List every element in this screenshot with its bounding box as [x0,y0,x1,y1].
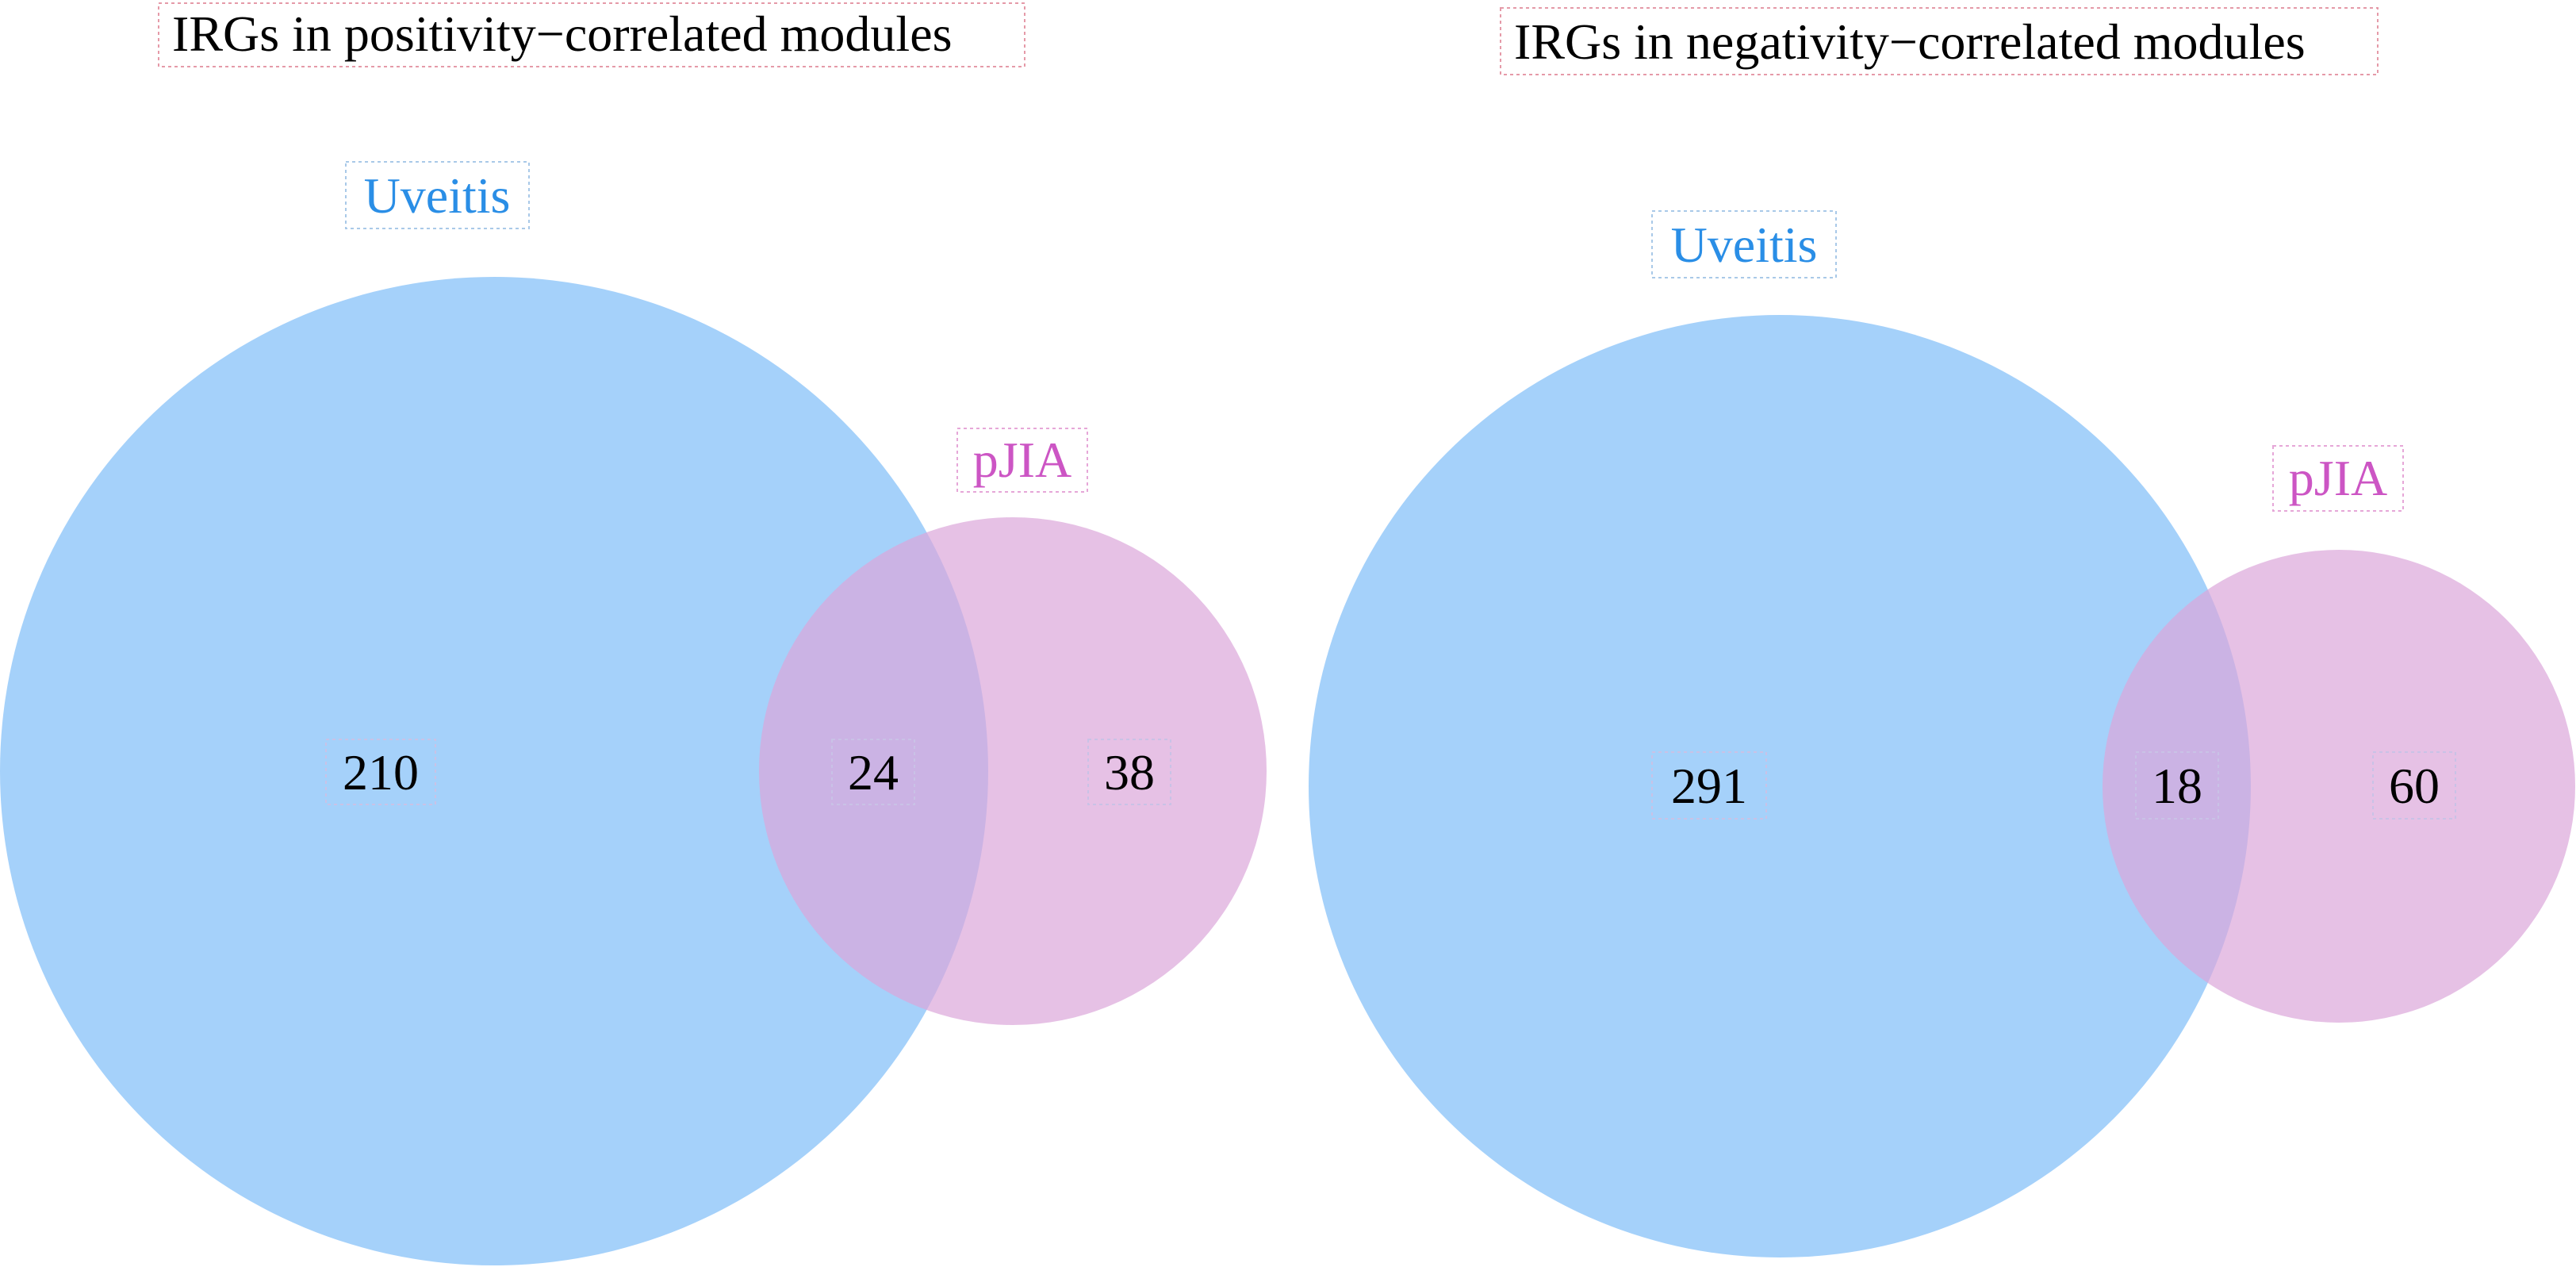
venn-negative: IRGs in negativity−correlated modules Uv… [1309,7,2575,1257]
count-only-uveitis-negative: 291 [1671,758,1747,814]
count-box-intersection-positive [831,739,915,805]
count-box-intersection-negative [2135,751,2219,820]
count-intersection-negative: 18 [2152,758,2202,814]
count-box-only-pjia-positive [1087,739,1171,805]
title-negative: IRGs in negativity−correlated modules [1514,13,2306,70]
title-box-negative [1500,7,2379,75]
pjia-label-negative: pJIA [2289,450,2387,506]
count-box-only-pjia-negative [2372,751,2456,820]
count-only-uveitis-positive: 210 [343,744,419,801]
pjia-label-box-positive [956,428,1088,493]
pjia-label-box-negative [2272,445,2404,512]
venn-positive: IRGs in positivity−correlated modules Uv… [0,2,1267,1265]
count-only-pjia-negative: 60 [2389,758,2440,814]
uveitis-circle-negative [1309,315,2251,1257]
pjia-circle-positive [759,517,1267,1025]
uveitis-label-positive: Uveitis [364,167,511,224]
uveitis-circle-positive [0,277,988,1265]
count-box-only-uveitis-negative [1651,751,1767,820]
count-only-pjia-positive: 38 [1104,744,1155,801]
uveitis-label-negative: Uveitis [1671,217,1818,273]
uveitis-label-box-negative [1651,210,1837,278]
title-positive: IRGs in positivity−correlated modules [172,6,953,62]
count-intersection-positive: 24 [848,744,899,801]
uveitis-label-box-positive [345,161,530,229]
count-box-only-uveitis-positive [325,739,436,805]
pjia-circle-negative [2103,550,2575,1023]
title-box-positive [158,2,1025,67]
pjia-label-positive: pJIA [973,432,1071,488]
